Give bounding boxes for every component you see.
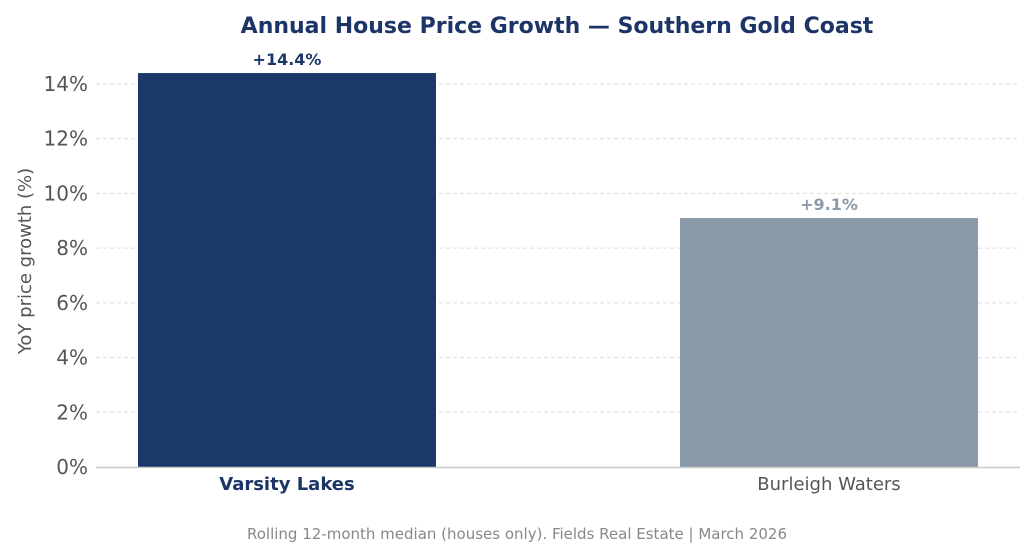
bar-varsity-lakes bbox=[138, 73, 436, 468]
y-tick-label: 4% bbox=[56, 346, 88, 370]
data-label: +14.4% bbox=[253, 50, 322, 69]
y-tick-label: 0% bbox=[56, 455, 88, 479]
footnote: Rolling 12-month median (houses only). F… bbox=[247, 525, 787, 543]
y-axis-label: YoY price growth (%) bbox=[15, 168, 36, 355]
y-tick-label: 6% bbox=[56, 291, 88, 315]
y-tick-label: 2% bbox=[56, 400, 88, 424]
y-tick-label: 8% bbox=[56, 236, 88, 260]
chart-title: Annual House Price Growth — Southern Gol… bbox=[241, 14, 874, 39]
bar-burleigh-waters bbox=[680, 218, 978, 467]
x-tick-label: Burleigh Waters bbox=[757, 474, 900, 495]
y-tick-label: 10% bbox=[44, 181, 88, 205]
y-tick-label: 12% bbox=[44, 127, 88, 151]
data-label: +9.1% bbox=[800, 195, 858, 214]
x-tick-label: Varsity Lakes bbox=[219, 474, 354, 495]
y-tick-label: 14% bbox=[44, 72, 88, 96]
